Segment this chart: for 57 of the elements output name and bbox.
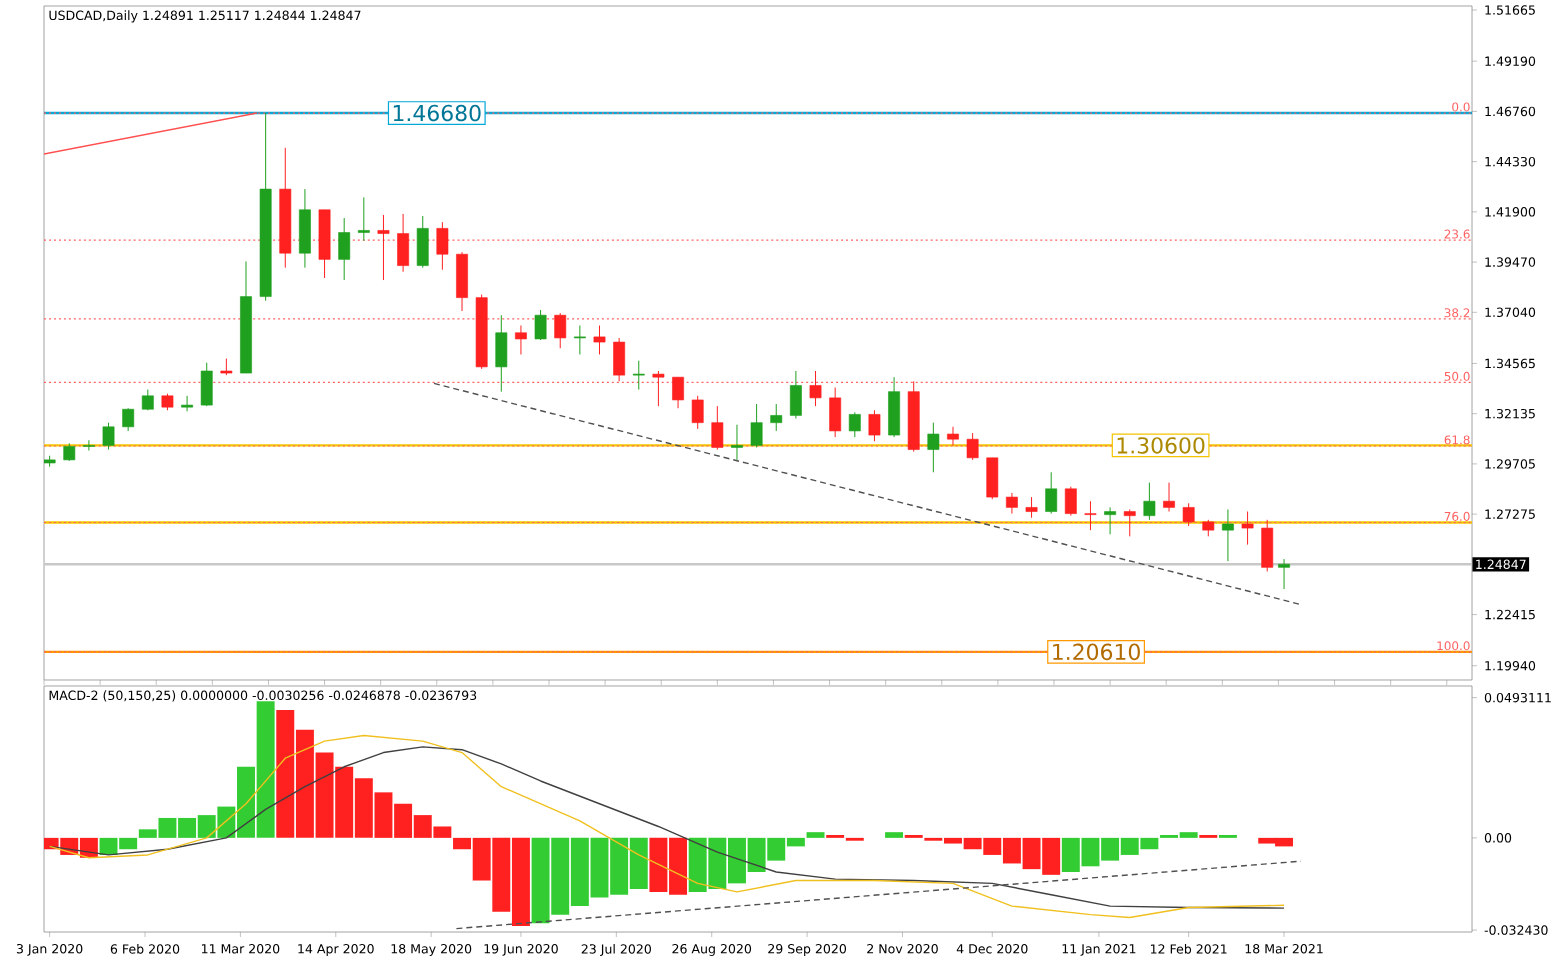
candlestick <box>357 196 370 242</box>
bar <box>885 832 904 838</box>
candlestick <box>672 376 684 409</box>
candlestick <box>1182 502 1195 527</box>
candlestick <box>534 309 547 341</box>
candlestick <box>495 314 508 393</box>
candlestick <box>632 360 645 391</box>
candlestick <box>1045 471 1058 515</box>
candlestick <box>377 214 390 281</box>
candlestick <box>1006 492 1018 515</box>
candlestick <box>848 411 861 438</box>
candlestick <box>927 422 940 473</box>
candlestick <box>731 424 743 461</box>
candlestick <box>868 409 881 442</box>
candlestick <box>1143 482 1156 521</box>
candlestick <box>1025 496 1038 519</box>
candlestick <box>711 405 724 451</box>
candlestick <box>573 325 586 355</box>
candlestick <box>122 407 135 432</box>
candlestick <box>947 426 959 446</box>
candlestick <box>986 457 999 500</box>
candlestick <box>966 432 979 461</box>
candlestick <box>1084 500 1097 531</box>
annotation: 1.46680 <box>393 104 481 122</box>
candlestick <box>1241 511 1254 546</box>
candlestick <box>416 215 429 269</box>
candlestick <box>691 395 704 430</box>
candlestick <box>809 370 822 407</box>
candlestick <box>593 325 606 355</box>
candlestick <box>613 337 626 382</box>
candlestick <box>338 217 351 281</box>
bar <box>806 832 825 838</box>
candlestick <box>1064 486 1077 517</box>
candlestick <box>515 325 527 355</box>
annotation: 1.30600 <box>1117 437 1205 454</box>
annotation: 1.20610 <box>1053 643 1140 661</box>
candlestick <box>299 188 311 269</box>
candlestick <box>397 213 410 273</box>
candlestick <box>789 370 802 420</box>
candlestick <box>102 422 115 451</box>
candlestick <box>888 376 900 438</box>
candlestick <box>829 387 842 438</box>
candlestick <box>750 403 763 448</box>
candlestick <box>1104 506 1117 535</box>
candlestick <box>181 395 193 412</box>
candlestick <box>1163 482 1175 513</box>
candlestick <box>1222 508 1234 562</box>
candlestick <box>82 439 95 452</box>
candlestick <box>770 403 783 432</box>
candlestick <box>200 362 213 407</box>
candlestick <box>652 370 665 407</box>
candlestick <box>1261 519 1274 572</box>
candlestick <box>436 221 449 271</box>
candlestick <box>456 251 468 312</box>
candlestick <box>554 312 567 349</box>
candlestick <box>1278 558 1290 590</box>
candlestick <box>1123 508 1136 537</box>
